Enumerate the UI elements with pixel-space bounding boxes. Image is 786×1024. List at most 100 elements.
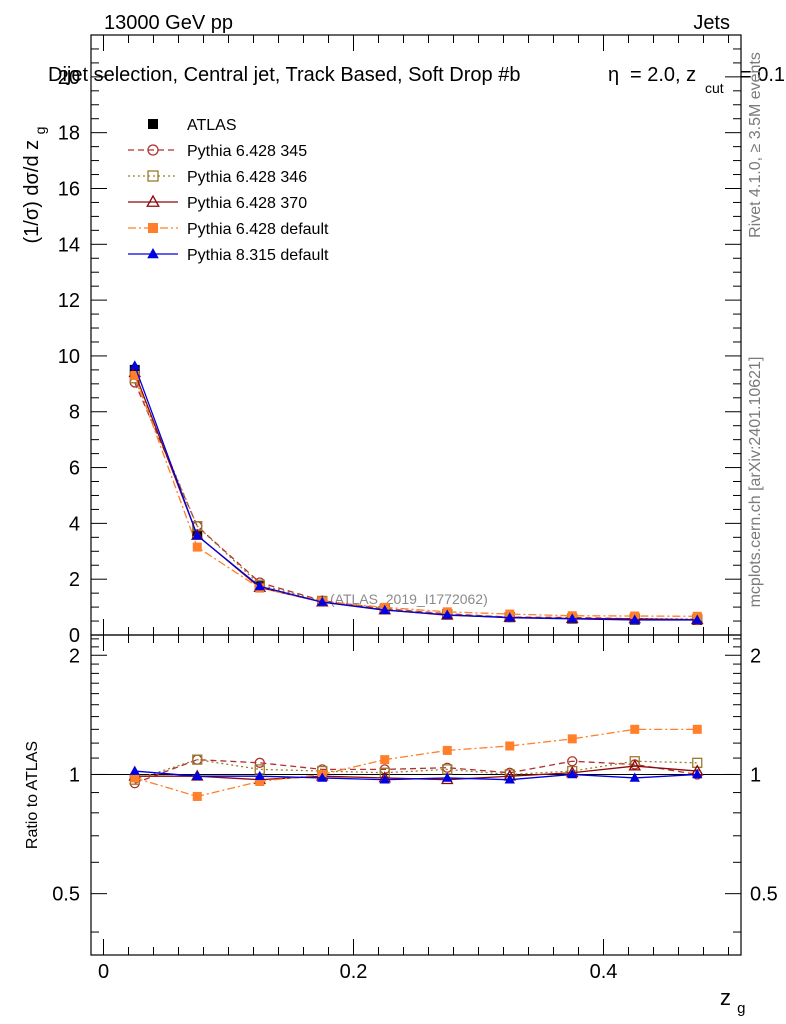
main-y-tick-label: 10: [58, 346, 80, 368]
ratio-series-pythia-6-428-default: [130, 724, 702, 801]
ratio-series-line: [134, 765, 698, 781]
ratio-series-line: [134, 770, 698, 781]
data-point: [192, 530, 203, 540]
ratio-y-tick-label-right: 0.5: [750, 884, 778, 906]
main-y-tick-label: 0: [69, 625, 80, 647]
ratio-series-pythia-8-315-default: [129, 765, 703, 784]
header-energy-label: 13000 GeV pp: [104, 12, 233, 34]
data-point: [379, 774, 390, 784]
header-jets-label: Jets: [693, 12, 730, 34]
title-eta: η: [608, 64, 619, 86]
series-pythia-6-428-default: [130, 370, 702, 621]
series-pythia-8-315-default: [129, 360, 703, 624]
data-point: [254, 757, 265, 768]
series-line: [134, 378, 698, 620]
main-y-tick-label: 20: [58, 67, 80, 89]
main-y-tick-label: 6: [69, 458, 80, 480]
x-axis: 0 0.2 0.4: [98, 35, 729, 983]
title-end: = 0.1: [740, 64, 785, 86]
legend-label: Pythia 6.428 346: [187, 169, 307, 186]
series-pythia-6-428-346: [129, 373, 703, 625]
main-y-axis: 0 2 4 6 8 10 12 14 16 18 20: [58, 48, 741, 647]
title-text: Dijet selection, Central jet, Track Base…: [48, 64, 520, 86]
legend-label: Pythia 8.315 default: [187, 247, 329, 264]
series-line: [134, 372, 698, 621]
data-point: [505, 741, 515, 751]
x-label-sub: g: [737, 1000, 745, 1017]
data-point: [692, 757, 703, 768]
data-point: [379, 604, 390, 614]
data-point: [255, 776, 265, 786]
data-point: [692, 769, 703, 779]
x-tick-label: 0: [98, 961, 109, 983]
ratio-y-axis: 0.5 0.5 1 1 2 2: [52, 638, 778, 933]
data-point: [442, 609, 453, 619]
data-point: [147, 248, 159, 259]
main-y-label-sub: g: [32, 127, 48, 135]
data-point: [254, 581, 265, 591]
series-pythia-6-428-345: [129, 377, 703, 626]
main-y-tick-label: 16: [58, 178, 80, 200]
data-point: [567, 613, 578, 623]
legend-entry: Pythia 6.428 370: [128, 194, 307, 212]
main-y-tick-label: 4: [69, 513, 80, 535]
data-point: [567, 734, 577, 744]
x-tick-label: 0.2: [340, 961, 368, 983]
series-line: [134, 382, 698, 621]
ratio-series-line: [134, 758, 698, 781]
legend-entry: Pythia 8.315 default: [128, 247, 329, 264]
legend-label: ATLAS: [187, 117, 237, 134]
ratio-series-pythia-6-428-346: [129, 754, 703, 785]
legend: ATLAS Pythia 6.428 345 Pythia 6.428 346 Pyt…: [128, 117, 329, 264]
data-point: [442, 772, 453, 782]
ratio-y-tick-label-right: 2: [750, 645, 761, 667]
main-y-tick-label: 18: [58, 123, 80, 145]
data-point: [692, 724, 702, 734]
ratio-series-line: [134, 728, 698, 798]
data-point: [130, 773, 140, 783]
data-point: [147, 144, 159, 156]
data-point: [146, 194, 160, 207]
main-y-tick-label: 8: [69, 402, 80, 424]
data-point: [254, 770, 265, 781]
x-label-text: z: [720, 985, 731, 1010]
data-point: [380, 755, 390, 765]
data-point: [692, 614, 703, 624]
legend-entry: Pythia 6.428 345: [128, 143, 307, 160]
data-point: [148, 119, 158, 129]
data-point: [129, 360, 140, 370]
main-y-tick-label: 2: [69, 569, 80, 591]
main-y-label-text: (1/σ) dσ/d z: [21, 140, 43, 244]
main-plot-series: [128, 360, 704, 626]
data-point: [630, 724, 640, 734]
ratio-y-tick-label-right: 1: [750, 764, 761, 786]
series-atlas: [129, 364, 703, 625]
series-line: [134, 375, 698, 617]
series-pythia-6-428-370: [128, 365, 704, 625]
data-point: [442, 745, 452, 755]
data-point: [147, 170, 159, 182]
legend-entry: Pythia 6.428 346: [128, 169, 307, 186]
analysis-watermark: (ATLAS_2019_I1772062): [330, 591, 488, 607]
ratio-plot-series: [128, 724, 704, 801]
title-tail: = 2.0, z: [630, 64, 696, 86]
main-y-tick-label: 14: [58, 234, 80, 256]
ratio-series-line: [134, 758, 698, 784]
data-point: [567, 769, 578, 779]
data-point: [629, 614, 640, 624]
data-point: [148, 223, 158, 233]
data-point: [129, 765, 140, 775]
main-y-tick-label: 12: [58, 290, 80, 312]
data-point: [504, 774, 515, 784]
mcplots-label: mcplots.cern.ch [arXiv:2401.10621]: [747, 357, 764, 608]
data-point: [192, 791, 202, 801]
data-point: [628, 759, 642, 771]
data-point: [130, 370, 140, 380]
data-point: [567, 756, 578, 767]
data-point: [192, 542, 202, 552]
legend-label: Pythia 6.428 345: [187, 143, 307, 160]
plot-title: Dijet selection, Central jet, Track Base…: [48, 64, 785, 96]
ratio-panel-frame: [90, 634, 742, 956]
data-point: [192, 770, 203, 781]
